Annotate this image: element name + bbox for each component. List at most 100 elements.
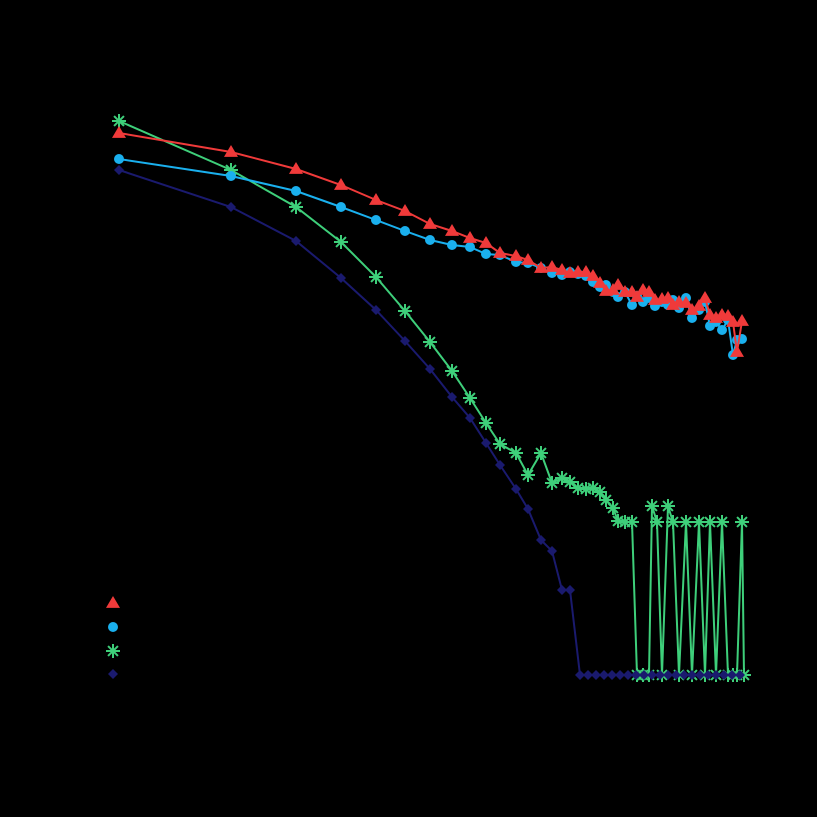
diamond-marker-icon: [695, 670, 705, 680]
triangle-marker-icon: [730, 345, 744, 357]
circle-marker-icon: [465, 242, 475, 252]
circle-marker-icon: [400, 226, 410, 236]
diamond-marker-icon: [663, 670, 673, 680]
diamond-marker-icon: [719, 670, 729, 680]
triangle-marker-icon: [479, 236, 493, 248]
triangle-marker-icon: [445, 224, 459, 236]
triangle-marker-icon: [630, 290, 644, 302]
legend-item: [106, 596, 120, 608]
diamond-marker-icon: [703, 670, 713, 680]
asterisk-marker-icon: [534, 446, 548, 460]
diamond-marker-icon: [655, 670, 665, 680]
asterisk-marker-icon: [398, 304, 412, 318]
triangle-marker-icon: [685, 303, 699, 315]
legend-item: [106, 644, 120, 658]
triangle-marker-icon: [579, 265, 593, 277]
diamond-marker-icon: [371, 305, 381, 315]
triangle-marker-icon: [493, 246, 507, 258]
asterisk-marker-icon: [521, 468, 535, 482]
circle-marker-icon: [291, 186, 301, 196]
triangle-marker-icon: [369, 193, 383, 205]
diamond-marker-icon: [114, 165, 124, 175]
diamond-marker-icon: [599, 670, 609, 680]
diamond-marker-icon: [679, 670, 689, 680]
triangle-marker-icon: [709, 311, 723, 323]
diamond-marker-icon: [711, 670, 721, 680]
triangle-marker-icon: [463, 231, 477, 243]
circle-marker-icon: [336, 202, 346, 212]
diamond-marker-icon: [607, 670, 617, 680]
diamond-marker-icon: [447, 392, 457, 402]
legend-item: [108, 669, 118, 679]
triangle-marker-icon: [611, 278, 625, 290]
circle-marker-icon: [447, 240, 457, 250]
triangle-marker-icon: [586, 269, 600, 281]
diamond-marker-icon: [735, 670, 745, 680]
triangle-marker-icon: [661, 291, 675, 303]
asterisk-marker-icon: [703, 515, 717, 529]
diamond-marker-icon: [495, 460, 505, 470]
diamond-marker-icon: [671, 670, 681, 680]
asterisk-marker-icon: [606, 501, 620, 515]
diamond-marker-icon: [523, 504, 533, 514]
diamond-marker-icon: [481, 438, 491, 448]
diamond-marker-icon: [465, 413, 475, 423]
series-triangle: [112, 126, 749, 357]
circle-marker-icon: [717, 325, 727, 335]
triangle-marker-icon: [106, 596, 120, 608]
asterisk-marker-icon: [679, 515, 693, 529]
triangle-marker-icon: [521, 253, 535, 265]
diamond-marker-icon: [557, 585, 567, 595]
circle-marker-icon: [627, 300, 637, 310]
triangle-marker-icon: [642, 285, 656, 297]
triangle-marker-icon: [593, 276, 607, 288]
legend-item: [108, 622, 118, 632]
triangle-marker-icon: [679, 296, 693, 308]
triangle-marker-icon: [112, 126, 126, 138]
diamond-marker-icon: [400, 336, 410, 346]
diamond-marker-icon: [727, 670, 737, 680]
asterisk-marker-icon: [625, 515, 639, 529]
asterisk-marker-icon: [106, 644, 120, 658]
triangle-marker-icon: [423, 217, 437, 229]
triangle-marker-icon: [334, 178, 348, 190]
legend: [106, 596, 120, 679]
asterisk-marker-icon: [509, 446, 523, 460]
asterisk-marker-icon: [593, 485, 607, 499]
diamond-marker-icon: [575, 670, 585, 680]
diamond-marker-icon: [687, 670, 697, 680]
asterisk-marker-icon: [666, 515, 680, 529]
triangle-marker-icon: [289, 162, 303, 174]
asterisk-marker-icon: [661, 499, 675, 513]
asterisk-marker-icon: [369, 270, 383, 284]
diamond-marker-icon: [336, 273, 346, 283]
diamond-marker-icon: [647, 670, 657, 680]
diamond-marker-icon: [583, 670, 593, 680]
diamond-marker-icon: [639, 670, 649, 680]
diamond-marker-icon: [511, 484, 521, 494]
triangle-marker-icon: [398, 204, 412, 216]
circle-marker-icon: [687, 313, 697, 323]
diamond-marker-icon: [536, 535, 546, 545]
asterisk-marker-icon: [289, 200, 303, 214]
circle-marker-icon: [425, 235, 435, 245]
diamond-marker-icon: [591, 670, 601, 680]
triangle-marker-icon: [224, 145, 238, 157]
triangle-marker-icon: [698, 291, 712, 303]
asterisk-marker-icon: [735, 515, 749, 529]
triangle-marker-icon: [509, 249, 523, 261]
asterisk-marker-icon: [715, 515, 729, 529]
diamond-marker-icon: [631, 670, 641, 680]
series-diamond: [114, 165, 745, 680]
diamond-marker-icon: [108, 669, 118, 679]
asterisk-marker-icon: [463, 391, 477, 405]
triangle-marker-icon: [666, 298, 680, 310]
asterisk-marker-icon: [479, 416, 493, 430]
circle-marker-icon: [481, 249, 491, 259]
asterisk-marker-icon: [423, 335, 437, 349]
triangle-marker-icon: [735, 314, 749, 326]
diamond-marker-icon: [623, 670, 633, 680]
diamond-marker-icon: [547, 546, 557, 556]
asterisk-marker-icon: [563, 475, 577, 489]
